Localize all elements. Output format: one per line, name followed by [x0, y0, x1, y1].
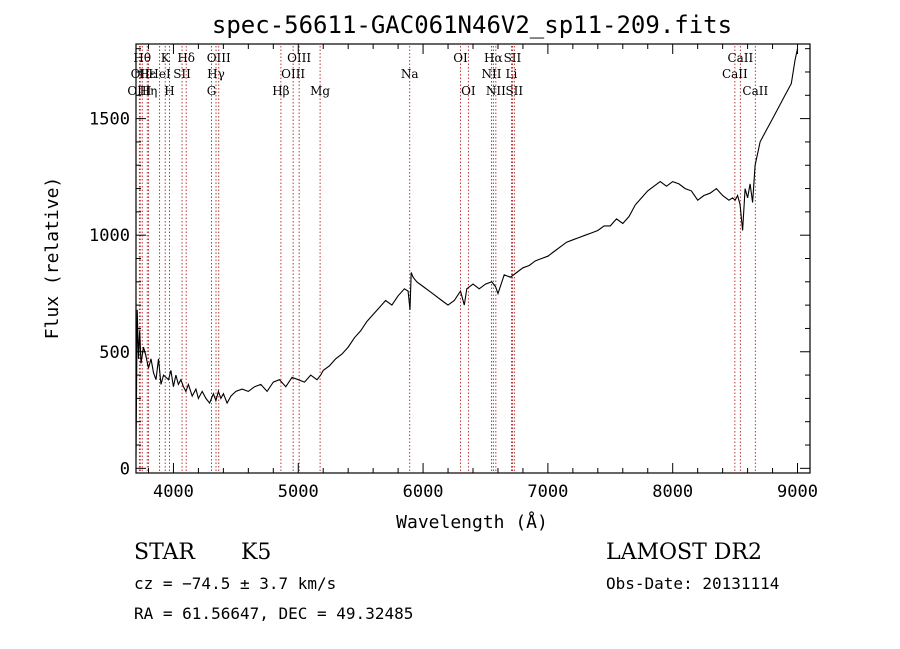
line-marker-label: SII: [505, 84, 523, 98]
plot-frame: [135, 43, 811, 474]
line-marker-label: Hδ: [177, 51, 195, 65]
line-marker-label: Hε: [139, 67, 156, 81]
line-marker-label: SII: [173, 67, 191, 81]
line-marker-label: OIII: [207, 51, 231, 65]
y-axis-label: Flux (relative): [42, 177, 63, 340]
line-marker-label: CaII: [727, 51, 753, 65]
y-tick-label: 1000: [89, 226, 130, 246]
line-marker-label: Na: [401, 67, 419, 81]
y-tick-label: 1500: [89, 110, 130, 130]
y-tick-label: 0: [120, 459, 130, 479]
line-marker-label: NII: [486, 84, 506, 98]
line-marker-label: Hα: [484, 51, 503, 65]
line-marker-label: Hη: [140, 84, 158, 98]
chart-title: spec-56611-GAC061N46V2_sp11-209.fits: [212, 11, 732, 39]
line-markers: [138, 46, 756, 471]
line-marker-label: Mg: [310, 84, 330, 98]
y-tick-label: 500: [99, 343, 130, 363]
sky-coordinates: RA = 61.56647, DEC = 49.32485: [134, 604, 413, 623]
line-marker-label: NII: [481, 67, 501, 81]
x-tick-label: 8000: [652, 482, 693, 502]
line-marker-label: Hθ: [133, 51, 151, 65]
line-marker-label: OI: [453, 51, 468, 65]
line-marker-label: G: [207, 84, 217, 98]
redshift-velocity: cz = −74.5 ± 3.7 km/s: [134, 574, 336, 593]
line-marker-label: H: [164, 84, 174, 98]
line-marker-label: OIII: [127, 84, 151, 98]
object-class: STAR: [134, 540, 196, 565]
x-tick-label: 9000: [777, 482, 818, 502]
line-marker-label: SII: [504, 51, 522, 65]
x-tick-label: 7000: [527, 482, 568, 502]
x-tick-label: 4000: [153, 482, 194, 502]
line-marker-label: OIII: [287, 51, 311, 65]
x-axis-label: Wavelength (Å): [396, 511, 548, 533]
line-marker-label: OIII: [281, 67, 305, 81]
x-axis: 4000 5000 6000 7000 8000 9000: [147, 44, 818, 502]
x-tick-label: 5000: [278, 482, 319, 502]
line-marker-label: CaII: [722, 67, 748, 81]
line-marker-label: Li: [506, 67, 518, 81]
line-marker-label: K: [161, 51, 171, 65]
line-marker-label: CaII: [742, 84, 768, 98]
line-marker-label: HeI: [148, 67, 171, 81]
survey-name: LAMOST DR2: [606, 540, 762, 565]
object-subclass: K5: [241, 540, 271, 565]
line-marker-label: Hβ: [272, 84, 289, 98]
line-marker-label: OI: [461, 84, 476, 98]
line-marker-label: OII: [131, 67, 151, 81]
spectrum-line: [135, 48, 799, 457]
y-axis: 0 500 1000 1500: [89, 48, 810, 479]
observation-date: Obs-Date: 20131114: [606, 574, 779, 593]
line-marker-label: Hγ: [207, 67, 225, 81]
x-tick-label: 6000: [403, 482, 444, 502]
line-marker-labels: Hθ OII OIII Hε Hη HeI K H SII Hδ G Hγ OIII Hβ OIII OIII…: [127, 51, 768, 98]
